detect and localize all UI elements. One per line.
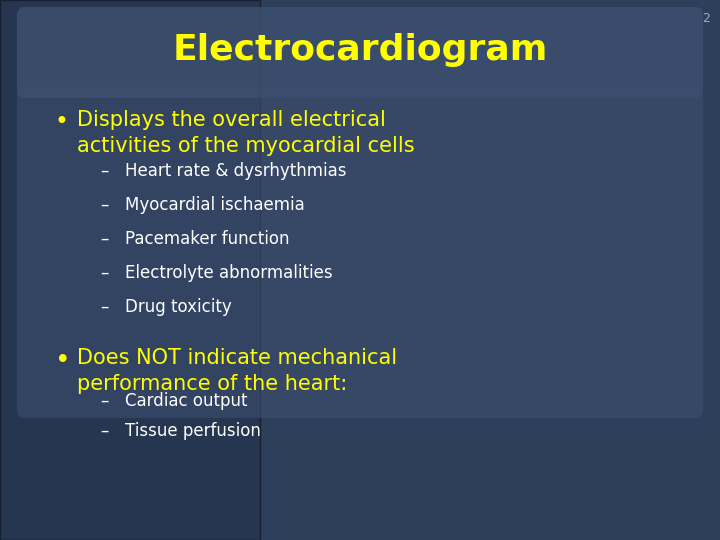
Text: Cardiac output: Cardiac output <box>125 392 248 410</box>
Text: •: • <box>55 110 69 134</box>
Text: Electrocardiogram: Electrocardiogram <box>172 33 548 67</box>
Text: Heart rate & dysrhythmias: Heart rate & dysrhythmias <box>125 162 346 180</box>
Text: –: – <box>100 298 109 316</box>
Text: •: • <box>55 348 71 374</box>
Text: –: – <box>100 196 109 214</box>
Text: Electrolyte abnormalities: Electrolyte abnormalities <box>125 264 333 282</box>
Text: –: – <box>100 392 109 410</box>
Text: –: – <box>100 162 109 180</box>
Text: –: – <box>100 422 109 440</box>
Text: Myocardial ischaemia: Myocardial ischaemia <box>125 196 305 214</box>
FancyBboxPatch shape <box>17 87 703 418</box>
Text: Tissue perfusion: Tissue perfusion <box>125 422 261 440</box>
Text: Pacemaker function: Pacemaker function <box>125 230 289 248</box>
Text: –: – <box>100 264 109 282</box>
Text: Displays the overall electrical
activities of the myocardial cells: Displays the overall electrical activiti… <box>77 110 415 157</box>
Text: 2: 2 <box>702 12 710 25</box>
Text: Does NOT indicate mechanical
performance of the heart:: Does NOT indicate mechanical performance… <box>77 348 397 394</box>
FancyBboxPatch shape <box>17 7 703 98</box>
Text: Drug toxicity: Drug toxicity <box>125 298 232 316</box>
FancyBboxPatch shape <box>0 0 260 540</box>
Text: –: – <box>100 230 109 248</box>
